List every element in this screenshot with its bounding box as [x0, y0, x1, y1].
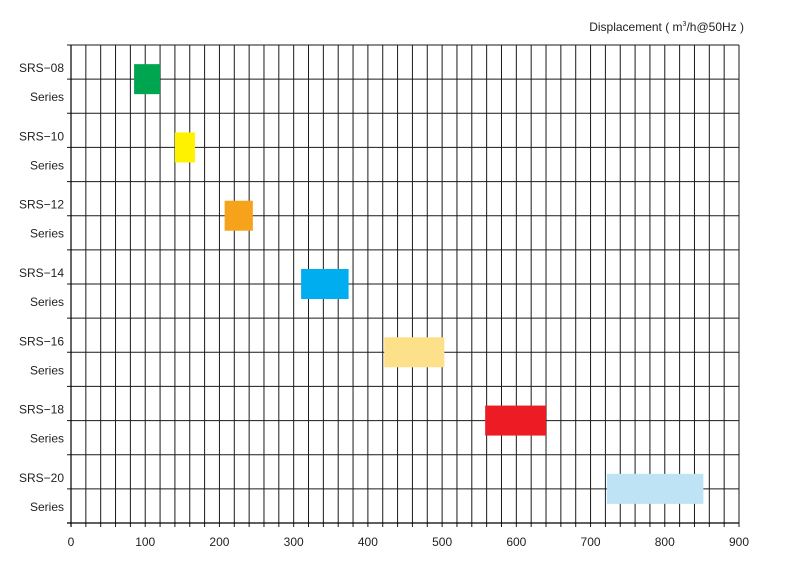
- chart-title-suffix: /h@50Hz ): [686, 20, 744, 34]
- x-tick-label: 400: [358, 535, 378, 549]
- category-label-name: SRS−20: [19, 471, 64, 485]
- x-tick-label: 800: [655, 535, 675, 549]
- category-label-name: SRS−14: [19, 266, 64, 280]
- x-tick-label: 600: [506, 535, 526, 549]
- x-tick-label: 900: [729, 535, 749, 549]
- x-tick-label: 300: [284, 535, 304, 549]
- range-bar-srs-16: [384, 337, 445, 368]
- x-tick-label: 200: [209, 535, 229, 549]
- category-label-name: SRS−18: [19, 403, 64, 417]
- category-label-series: Series: [30, 158, 64, 172]
- range-bar-srs-10: [174, 132, 195, 163]
- range-bar-srs-20: [606, 473, 704, 504]
- category-label-name: SRS−16: [19, 334, 64, 348]
- range-bars: [134, 64, 704, 504]
- x-tick-label: 0: [68, 535, 75, 549]
- x-tick-label: 700: [581, 535, 601, 549]
- category-label-name: SRS−08: [19, 61, 64, 75]
- x-tick-label: 100: [135, 535, 155, 549]
- chart-title-superscript: 3: [682, 21, 687, 28]
- category-label-name: SRS−12: [19, 198, 64, 212]
- labels: SRS−08 Series SRS−10 Series SRS−12 Series SRS−…: [19, 61, 749, 549]
- axes: [67, 45, 739, 527]
- range-bar-srs-14: [301, 269, 349, 299]
- grid: [67, 44, 740, 527]
- chart-title: Displacement ( m3/h@50Hz ): [589, 20, 744, 34]
- category-label-series: Series: [30, 363, 64, 377]
- category-label-series: Series: [30, 90, 64, 104]
- category-label-series: Series: [30, 500, 64, 514]
- range-bar-srs-18: [485, 405, 547, 436]
- category-label-series: Series: [30, 432, 64, 446]
- range-bar-srs-12: [224, 200, 253, 231]
- category-label-series: Series: [30, 227, 64, 241]
- category-label-name: SRS−10: [19, 129, 64, 143]
- category-label-series: Series: [30, 295, 64, 309]
- chart-title-prefix: Displacement ( m: [589, 20, 683, 34]
- x-tick-label: 500: [432, 535, 452, 549]
- range-bar-srs-08: [134, 64, 161, 95]
